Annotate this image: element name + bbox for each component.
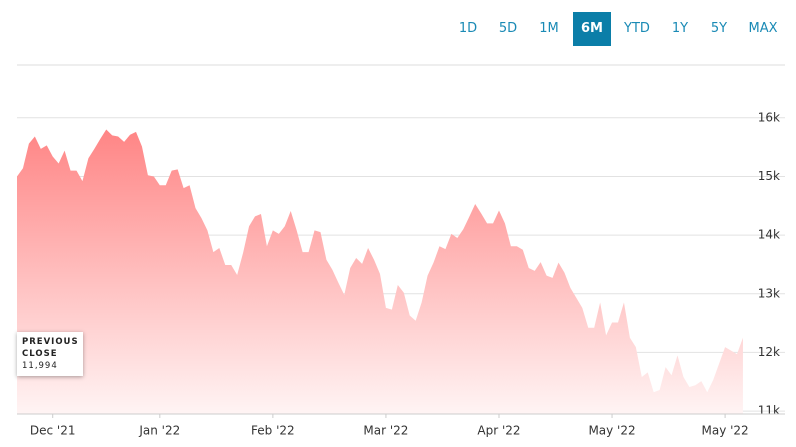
- y-tick-label: 12k: [758, 345, 780, 359]
- y-tick-label: 16k: [758, 110, 780, 124]
- range-button[interactable]: 5D: [498, 21, 518, 36]
- y-tick-label: 14k: [758, 228, 780, 242]
- range-button[interactable]: 1D: [458, 21, 478, 36]
- x-tick-label: May '22: [588, 424, 635, 438]
- range-button[interactable]: YTD: [624, 21, 650, 36]
- x-tick-label: Mar '22: [363, 424, 408, 438]
- x-tick-label: May '22: [701, 424, 748, 438]
- y-tick-label: 15k: [758, 169, 780, 183]
- range-button[interactable]: 5Y: [710, 21, 728, 36]
- previous-close-value: 11,994: [22, 360, 58, 371]
- range-button[interactable]: 1M: [539, 21, 559, 36]
- x-tick-label: Jan '22: [138, 424, 180, 438]
- range-button[interactable]: 6M: [573, 12, 611, 46]
- y-tick-label: 13k: [758, 286, 780, 300]
- x-tick-label: Apr '22: [477, 424, 520, 438]
- previous-close-label: PREVIOUS CLOSE: [22, 336, 79, 359]
- x-tick-label: Feb '22: [251, 424, 295, 438]
- range-button[interactable]: MAX: [748, 21, 778, 36]
- y-tick-label: 11k: [758, 404, 780, 418]
- range-button[interactable]: 1Y: [671, 21, 689, 36]
- x-tick-label: Dec '21: [30, 424, 76, 438]
- previous-close: PREVIOUS CLOSE 11,994: [17, 331, 83, 376]
- area: [17, 129, 743, 415]
